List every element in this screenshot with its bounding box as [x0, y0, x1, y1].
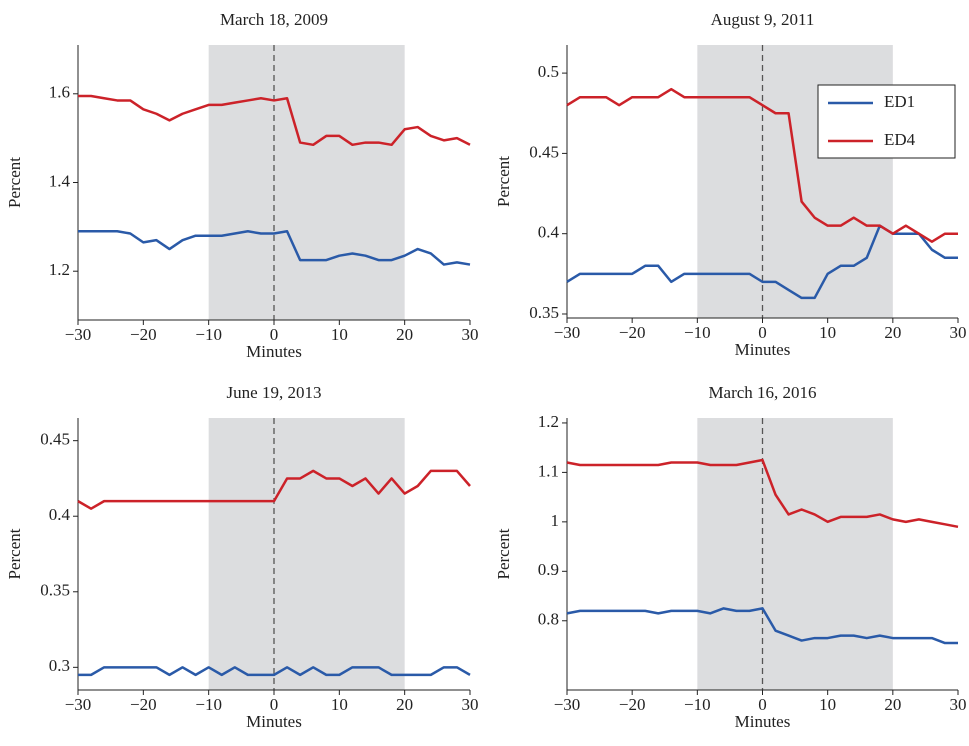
y-tick-label: 1: [551, 511, 560, 530]
y-axis-label: Percent: [494, 528, 513, 579]
panel-title: March 16, 2016: [708, 383, 816, 402]
x-tick-label: 20: [396, 325, 413, 344]
shaded-region: [208, 45, 405, 320]
x-tick-label: 30: [462, 325, 479, 344]
y-tick-label: 1.4: [49, 171, 71, 190]
x-tick-label: 20: [884, 695, 901, 714]
y-tick-label: 0.45: [40, 430, 70, 449]
x-tick-label: 10: [819, 695, 836, 714]
y-tick-label: 0.35: [40, 581, 70, 600]
panel-title: June 19, 2013: [227, 383, 322, 402]
y-tick-label: 1.2: [49, 260, 70, 279]
x-tick-label: 20: [884, 323, 901, 342]
y-tick-label: 0.4: [538, 223, 560, 242]
x-tick-label: 0: [270, 695, 279, 714]
y-tick-label: 0.35: [529, 303, 559, 322]
x-tick-label: 30: [950, 323, 967, 342]
series-line: [78, 230, 471, 266]
y-tick-label: 0.4: [49, 505, 71, 524]
x-tick-label: −20: [619, 323, 646, 342]
series-line: [77, 469, 471, 510]
y-tick-label: 1.2: [538, 412, 559, 431]
series-line: [566, 607, 958, 645]
x-tick-label: 10: [331, 325, 348, 344]
x-tick-label: 30: [950, 695, 967, 714]
y-axis-label: Percent: [5, 157, 24, 208]
x-tick-label: −30: [65, 325, 92, 344]
legend-label: ED4: [884, 130, 916, 149]
series-line: [566, 458, 959, 529]
y-axis-label: Percent: [5, 528, 24, 579]
y-tick-label: 0.8: [538, 610, 559, 629]
x-tick-label: 0: [758, 323, 767, 342]
x-tick-label: −20: [130, 325, 157, 344]
x-tick-label: −10: [684, 695, 711, 714]
x-axis-label: Minutes: [246, 342, 302, 361]
x-tick-label: 20: [396, 695, 413, 714]
x-tick-label: −20: [130, 695, 157, 714]
x-tick-label: −30: [554, 695, 581, 714]
series-line: [566, 87, 958, 243]
y-tick-label: 1.1: [538, 461, 559, 480]
x-tick-label: −10: [195, 695, 222, 714]
x-tick-label: 10: [331, 695, 348, 714]
x-tick-label: −30: [65, 695, 92, 714]
x-tick-label: 0: [758, 695, 767, 714]
panel-title: August 9, 2011: [711, 10, 815, 29]
y-tick-label: 0.9: [538, 560, 559, 579]
x-tick-label: −30: [554, 323, 581, 342]
x-tick-label: −20: [619, 695, 646, 714]
x-tick-label: 10: [819, 323, 836, 342]
x-tick-label: −10: [195, 325, 222, 344]
x-tick-label: 30: [462, 695, 479, 714]
y-tick-label: 0.5: [538, 62, 559, 81]
legend-label: ED1: [884, 92, 915, 111]
series-line: [78, 94, 471, 147]
x-tick-label: 0: [270, 325, 279, 344]
x-axis-label: Minutes: [246, 712, 302, 731]
legend-box: [817, 84, 956, 159]
y-axis-label: Percent: [494, 156, 513, 207]
y-tick-label: 1.6: [49, 83, 70, 102]
shaded-region: [208, 418, 405, 690]
y-tick-label: 0.45: [529, 142, 559, 161]
x-axis-label: Minutes: [735, 712, 791, 731]
x-axis-label: Minutes: [735, 340, 791, 359]
shaded-region: [697, 418, 893, 690]
y-tick-label: 0.3: [49, 656, 70, 675]
panel-title: March 18, 2009: [220, 10, 328, 29]
series-line: [78, 666, 471, 677]
x-tick-label: −10: [684, 323, 711, 342]
